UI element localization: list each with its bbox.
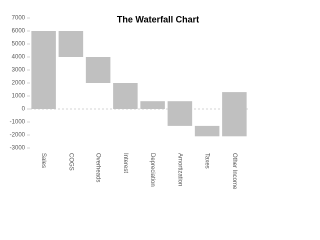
y-tick-label: 1000 — [12, 94, 26, 100]
y-tick-label: 0 — [22, 107, 26, 113]
bar — [194, 125, 220, 137]
bar — [113, 83, 138, 109]
x-tick-label: Sales — [40, 153, 46, 168]
bar — [140, 101, 165, 109]
y-tick-label: 7000 — [12, 16, 26, 22]
bar — [85, 57, 111, 83]
x-tick-label: Amortization — [176, 153, 182, 186]
y-tick-label: 6000 — [12, 29, 26, 35]
x-tick-label: Depreciation — [149, 153, 155, 187]
chart: The Waterfall Chart -3000 -2000 -1000 0 1000… — [10, 14, 248, 190]
chart-title: The Waterfall Chart — [117, 14, 199, 24]
x-tick-label: COGS — [67, 153, 73, 171]
bar — [167, 101, 193, 126]
bar — [31, 31, 56, 109]
x-tick-label: Other Income — [231, 153, 237, 190]
y-tick-label: -1000 — [10, 120, 26, 126]
y-tick-label: -3000 — [10, 146, 26, 152]
y-tick-label: 2000 — [12, 81, 26, 87]
y-tick-label: -2000 — [10, 133, 26, 139]
bar — [222, 92, 247, 137]
y-tick-label: 4000 — [12, 55, 26, 61]
x-tick-label: Overheads — [95, 153, 101, 182]
bar — [58, 31, 84, 57]
x-tick-label: Interest — [122, 153, 128, 173]
x-tick-label: Taxes — [204, 153, 210, 169]
y-tick-label: 3000 — [12, 68, 26, 74]
y-tick-label: 5000 — [12, 42, 26, 48]
